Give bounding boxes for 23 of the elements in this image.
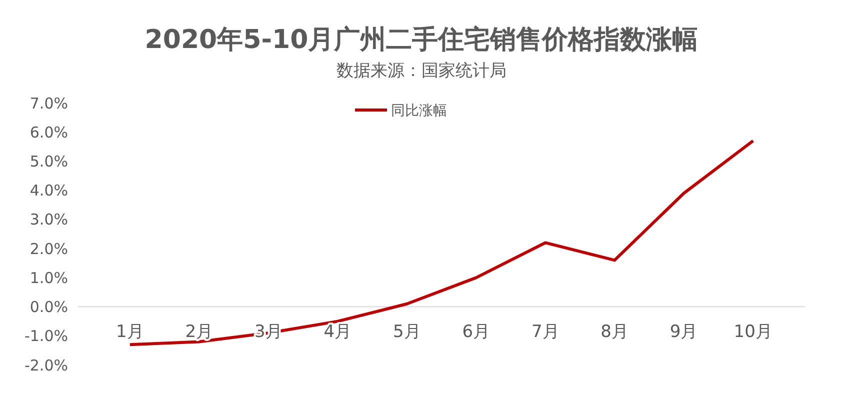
x-tick-label: 2月 [185,322,214,342]
y-tick-label: 3.0% [30,210,68,229]
x-tick-label: 9月 [670,322,698,342]
y-tick-label: 6.0% [30,123,68,142]
x-tick-label: 4月 [324,322,352,342]
y-tick-label: 4.0% [30,182,68,200]
x-tick-label: 10月 [734,322,772,342]
y-tick-label: 5.0% [30,152,68,170]
y-tick-label: 7.0% [30,94,68,112]
y-tick-label: 2.0% [30,240,68,258]
chart-title: 2020年5-10月广州二手住宅销售价格指数涨幅 [144,25,698,55]
legend-label: 同比涨幅 [391,102,447,119]
line-series [128,139,755,346]
y-tick-label: -1.0% [24,327,68,346]
chart-subtitle: 数据来源：国家统计局 [336,61,506,81]
y-tick-label: 0.0% [30,298,68,316]
y-tick-label: -2.0% [24,356,68,374]
x-tick-label: 6月 [462,322,490,342]
x-tick-label: 1月 [116,322,144,342]
x-tick-label: 7月 [531,322,560,342]
x-tick-label: 8月 [600,322,629,342]
x-tick-label: 5月 [392,322,421,342]
y-tick-label: 1.0% [30,268,68,287]
